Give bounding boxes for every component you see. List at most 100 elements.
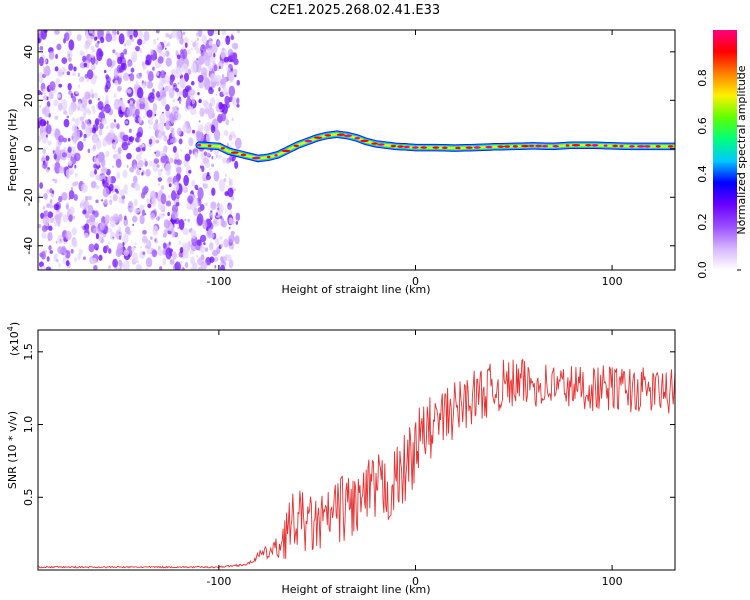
noise-dot (152, 88, 155, 94)
noise-dot (127, 230, 132, 236)
noise-dot (103, 198, 108, 205)
noise-dot (141, 80, 144, 84)
noise-dot (123, 48, 128, 55)
noise-dot (236, 97, 240, 105)
noise-dot (210, 124, 216, 134)
noise-dot (43, 192, 48, 200)
noise-dot (111, 141, 117, 150)
spectrogram-plot-area (38, 30, 675, 270)
noise-dot (188, 169, 192, 174)
noise-dot (95, 42, 100, 48)
noise-dot (167, 194, 171, 199)
noise-dot (194, 184, 199, 190)
noise-dot (148, 160, 153, 167)
noise-dot (184, 42, 188, 48)
noise-dot (155, 119, 159, 124)
ridge-peak (377, 143, 385, 146)
noise-dot (152, 102, 158, 112)
noise-dot (122, 72, 130, 82)
noise-dot (105, 95, 109, 102)
ridge-peak (503, 145, 511, 148)
noise-dot (233, 188, 237, 192)
noise-dot (209, 168, 212, 171)
noise-dot (137, 38, 143, 46)
noise-dot (73, 194, 78, 201)
noise-dot (131, 207, 134, 212)
noise-dot (171, 210, 178, 220)
noise-dot (208, 102, 212, 109)
noise-dot (102, 187, 110, 198)
noise-dot (82, 112, 86, 119)
spectrogram-x-label: Height of straight line (km) (281, 283, 430, 296)
noise-dot (179, 98, 182, 103)
chart-title: C2E1.2025.268.02.41.E33 (270, 3, 440, 18)
noise-dot (116, 30, 120, 35)
noise-dot (87, 204, 94, 214)
noise-dot (227, 202, 233, 210)
noise-dot (110, 220, 116, 228)
noise-dot (92, 108, 96, 114)
noise-dot (162, 242, 167, 250)
ridge-peak (266, 155, 271, 159)
noise-dot (163, 219, 170, 229)
noise-dot (231, 156, 235, 162)
noise-dot (205, 127, 210, 135)
noise-dot (197, 74, 204, 83)
noise-dot (90, 45, 95, 50)
noise-dot (123, 184, 128, 193)
noise-dot (48, 91, 54, 100)
noise-dot (160, 193, 167, 205)
noise-dot (49, 204, 54, 209)
colorbar-tick-label: 0.4 (696, 165, 709, 183)
noise-dot (145, 103, 150, 112)
noise-dot (121, 141, 129, 151)
noise-dot (67, 146, 72, 153)
noise-dot (144, 245, 149, 249)
noise-dot (172, 98, 176, 103)
noise-dot (122, 233, 129, 245)
noise-dot (85, 126, 89, 132)
noise-dot (153, 122, 159, 132)
noise-dot (83, 133, 87, 139)
noise-dot (215, 75, 222, 83)
noise-dot (203, 77, 211, 90)
noise-dot (90, 54, 95, 58)
noise-dot (96, 174, 102, 181)
noise-dot (165, 109, 171, 118)
noise-dot (39, 182, 44, 189)
noise-dot (43, 113, 46, 117)
noise-dot (223, 129, 229, 136)
noise-dot (150, 212, 156, 221)
noise-dot (144, 158, 147, 162)
noise-dot (92, 144, 96, 150)
noise-dot (139, 214, 145, 225)
noise-dot (145, 257, 153, 268)
noise-dot (71, 169, 75, 174)
noise-dot (38, 223, 42, 229)
noise-dot (118, 267, 121, 270)
noise-dot (68, 189, 75, 200)
noise-dot (204, 162, 211, 169)
noise-dot (53, 99, 59, 107)
noise-dot (82, 55, 87, 63)
noise-dot (93, 264, 98, 270)
ridge-peak (473, 146, 481, 149)
noise-dot (128, 74, 131, 77)
ridge-peak (612, 144, 618, 148)
noise-dot (107, 228, 113, 233)
noise-dot (98, 254, 103, 261)
noise-dot (146, 109, 153, 118)
noise-scatter (38, 30, 242, 270)
noise-dot (228, 72, 235, 83)
noise-dot (182, 227, 189, 236)
noise-dot (207, 107, 215, 120)
noise-dot (203, 242, 206, 246)
noise-dot (165, 45, 167, 48)
noise-dot (157, 168, 162, 177)
noise-dot (222, 76, 228, 84)
noise-dot (130, 67, 135, 73)
noise-dot (64, 252, 68, 256)
noise-dot (65, 250, 71, 259)
noise-dot (210, 73, 217, 82)
noise-dot (221, 30, 227, 36)
